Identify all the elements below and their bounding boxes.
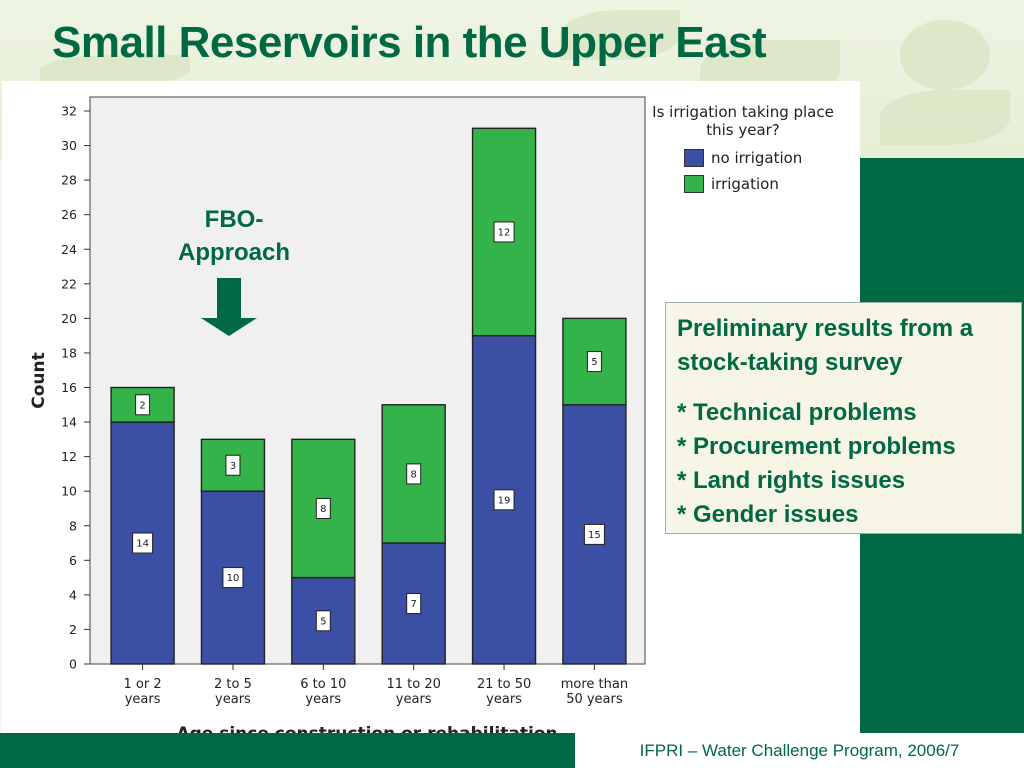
data-label-box [493, 489, 515, 511]
x-tick-label: 1 or 2 [124, 677, 162, 692]
legend-item-no-irrigation: no irrigation [684, 148, 802, 168]
finding-item: * Technical problems [677, 399, 917, 426]
decorative-leaf [560, 10, 680, 60]
y-tick-label: 28 [61, 173, 77, 188]
y-tick-label: 0 [69, 657, 77, 672]
data-label-box [493, 221, 515, 243]
data-label-box [315, 610, 331, 632]
data-label: 3 [230, 461, 236, 472]
data-label-box [132, 532, 154, 554]
data-label: 5 [591, 357, 597, 368]
x-tick-label: years [215, 692, 251, 707]
data-label: 14 [136, 539, 149, 550]
x-tick-label: 50 years [566, 692, 623, 707]
data-label: 5 [320, 616, 326, 627]
legend-label-irrigation: irrigation [711, 175, 779, 193]
data-label: 7 [410, 599, 416, 610]
data-label: 12 [498, 227, 511, 238]
y-tick-label: 32 [61, 104, 77, 119]
data-label-box [586, 351, 602, 373]
data-label-box [315, 497, 331, 519]
fbo-label-line1: FBO- [204, 206, 264, 233]
y-tick-label: 18 [61, 345, 77, 360]
data-label-box [222, 567, 244, 589]
data-label: 8 [410, 469, 416, 480]
x-tick-label: years [396, 692, 432, 707]
data-label: 10 [227, 573, 240, 584]
y-tick-label: 26 [61, 207, 77, 222]
x-tick-label: more than [561, 677, 628, 692]
finding-item: * Gender issues [677, 501, 859, 528]
findings-box: Preliminary results from a stock-taking … [665, 302, 1022, 534]
x-tick-label: 21 to 50 [477, 677, 531, 692]
data-label-box [406, 463, 422, 485]
y-tick-label: 16 [61, 380, 77, 395]
y-tick-label: 8 [69, 518, 77, 533]
fbo-label-line2: Approach [177, 239, 290, 266]
x-tick-label: 2 to 5 [214, 677, 252, 692]
y-tick-label: 24 [61, 242, 77, 257]
y-tick-label: 14 [61, 415, 77, 430]
y-tick-label: 20 [61, 311, 77, 326]
arrow-down-icon [201, 278, 257, 336]
legend-swatch-irrigation [684, 175, 704, 193]
legend-swatch-no-irrigation [684, 149, 704, 167]
y-tick-label: 22 [61, 276, 77, 291]
y-tick-label: 10 [61, 484, 77, 499]
y-tick-label: 6 [69, 553, 77, 568]
y-axis-label: Count [29, 352, 49, 409]
y-tick-label: 2 [69, 622, 77, 637]
arrow-down-shape [201, 278, 257, 336]
finding-item: * Land rights issues [677, 467, 906, 494]
fbo-approach-label: FBO- Approach [159, 203, 309, 269]
x-axis-label: Age since construction or rehabilitation [176, 724, 557, 733]
data-label: 2 [139, 400, 145, 411]
footer-credit: IFPRI – Water Challenge Program, 2006/7 [575, 733, 1024, 768]
data-label: 19 [498, 495, 511, 506]
slide-title: Small Reservoirs in the Upper East [52, 18, 767, 67]
data-label-box [225, 454, 241, 476]
y-tick-label: 4 [69, 587, 77, 602]
x-tick-label: years [305, 692, 341, 707]
legend-item-irrigation: irrigation [684, 174, 779, 194]
plot-area [89, 96, 646, 665]
findings-heading: Preliminary results from a stock-taking … [677, 315, 974, 376]
legend-label-no-irrigation: no irrigation [711, 149, 803, 167]
decorative-leaf [900, 20, 990, 90]
data-label-box [135, 394, 151, 416]
x-tick-label: 6 to 10 [300, 677, 346, 692]
data-label: 15 [588, 530, 601, 541]
x-tick-label: years [125, 692, 161, 707]
y-tick-label: 30 [61, 138, 77, 153]
data-label: 8 [320, 504, 326, 515]
y-tick-label: 12 [61, 449, 77, 464]
x-tick-label: 11 to 20 [386, 677, 440, 692]
data-label-box [583, 523, 605, 545]
decorative-leaf [40, 55, 190, 85]
decorative-leaf [880, 90, 1010, 145]
data-label-box [406, 593, 422, 615]
legend-title: Is irrigation taking place this year? [652, 103, 834, 139]
finding-item: * Procurement problems [677, 433, 956, 460]
x-tick-label: years [486, 692, 522, 707]
